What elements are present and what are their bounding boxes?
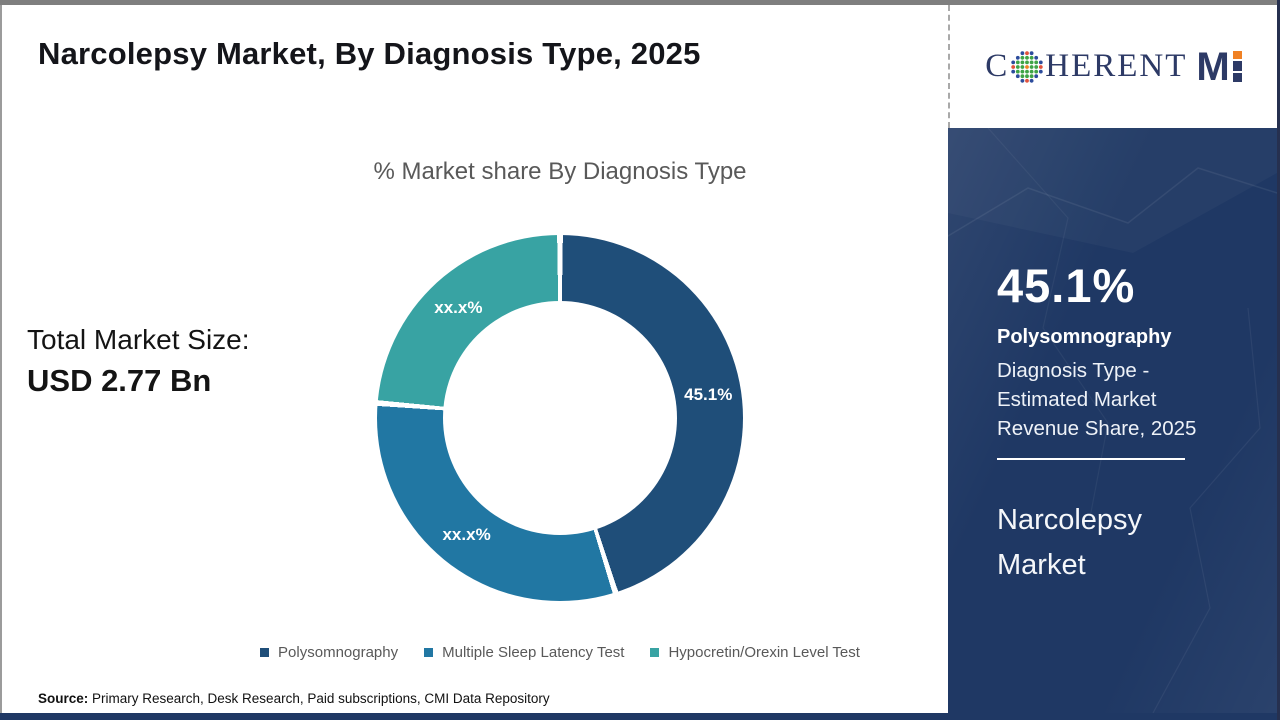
legend-item-multiple-sleep-latency-test: Multiple Sleep Latency Test [424, 644, 624, 661]
donut-chart: 45.1% xx.x% xx.x% [377, 235, 743, 601]
top-strip [0, 0, 1280, 5]
chart-subtitle: % Market share By Diagnosis Type [373, 158, 747, 185]
logo-word-herent: HERENT [1045, 48, 1188, 84]
panel-market-name: Narcolepsy Market [997, 498, 1142, 588]
legend-swatch-icon [424, 648, 434, 657]
source-line: Source: Primary Research, Desk Research,… [38, 691, 550, 706]
i-bar-orange-segment [1232, 51, 1242, 59]
total-market-size-value: USD 2.77 Bn [27, 363, 212, 398]
panel-desc-line: Estimated Market [997, 388, 1157, 411]
panel-share-value: 45.1% [997, 259, 1136, 312]
market-name-line: Market [997, 549, 1086, 581]
chart-legend: Polysomnography Multiple Sleep Latency T… [110, 644, 1010, 661]
slice-label-3: xx.x% [434, 297, 483, 317]
left-edge-line [0, 5, 2, 713]
slice-label-2: xx.x% [442, 525, 491, 545]
coherent-mi-logo: C HERENT M [985, 47, 1242, 87]
panel-desc-line: Revenue Share, 2025 [997, 417, 1197, 440]
source-label: Source: [38, 691, 89, 706]
source-text: Primary Research, Desk Research, Paid su… [88, 691, 550, 706]
legend-swatch-icon [650, 648, 660, 657]
panel-share-description: Diagnosis Type - Estimated Market Revenu… [997, 356, 1196, 443]
legend-item-polysomnography: Polysomnography [260, 644, 398, 661]
logo-letter-i-bar [1232, 51, 1242, 82]
bottom-strip [0, 713, 1280, 720]
right-edge-line [1277, 0, 1280, 720]
page-title: Narcolepsy Market, By Diagnosis Type, 20… [38, 36, 701, 71]
donut-hole [443, 301, 677, 535]
i-bar-navy-segment [1232, 72, 1242, 82]
logo-block: C HERENT M [948, 5, 1277, 128]
globe-icon [1011, 50, 1043, 83]
i-bar-gap [1232, 59, 1242, 61]
market-name-line: Narcolepsy [997, 504, 1143, 536]
side-panel: 45.1% Polysomnography Diagnosis Type - E… [948, 128, 1277, 713]
panel-divider [997, 458, 1185, 460]
legend-swatch-icon [260, 648, 270, 657]
legend-item-hypocretin-orexin-level-test: Hypocretin/Orexin Level Test [650, 644, 860, 661]
i-bar-gap [1232, 70, 1242, 73]
legend-label: Hypocretin/Orexin Level Test [668, 644, 860, 661]
total-market-size-block: Total Market Size: USD 2.77 Bn [27, 324, 250, 399]
logo-letter-m: M [1196, 44, 1230, 89]
panel-share-segment: Polysomnography [997, 326, 1172, 348]
legend-label: Multiple Sleep Latency Test [442, 644, 625, 661]
legend-label: Polysomnography [278, 644, 399, 661]
panel-desc-line: Diagnosis Type - [997, 359, 1150, 382]
slice-label-1: 45.1% [684, 385, 733, 404]
i-bar-navy-segment [1232, 61, 1242, 71]
total-market-size-label: Total Market Size: [27, 324, 250, 355]
logo-letter-c: C [985, 48, 1010, 84]
